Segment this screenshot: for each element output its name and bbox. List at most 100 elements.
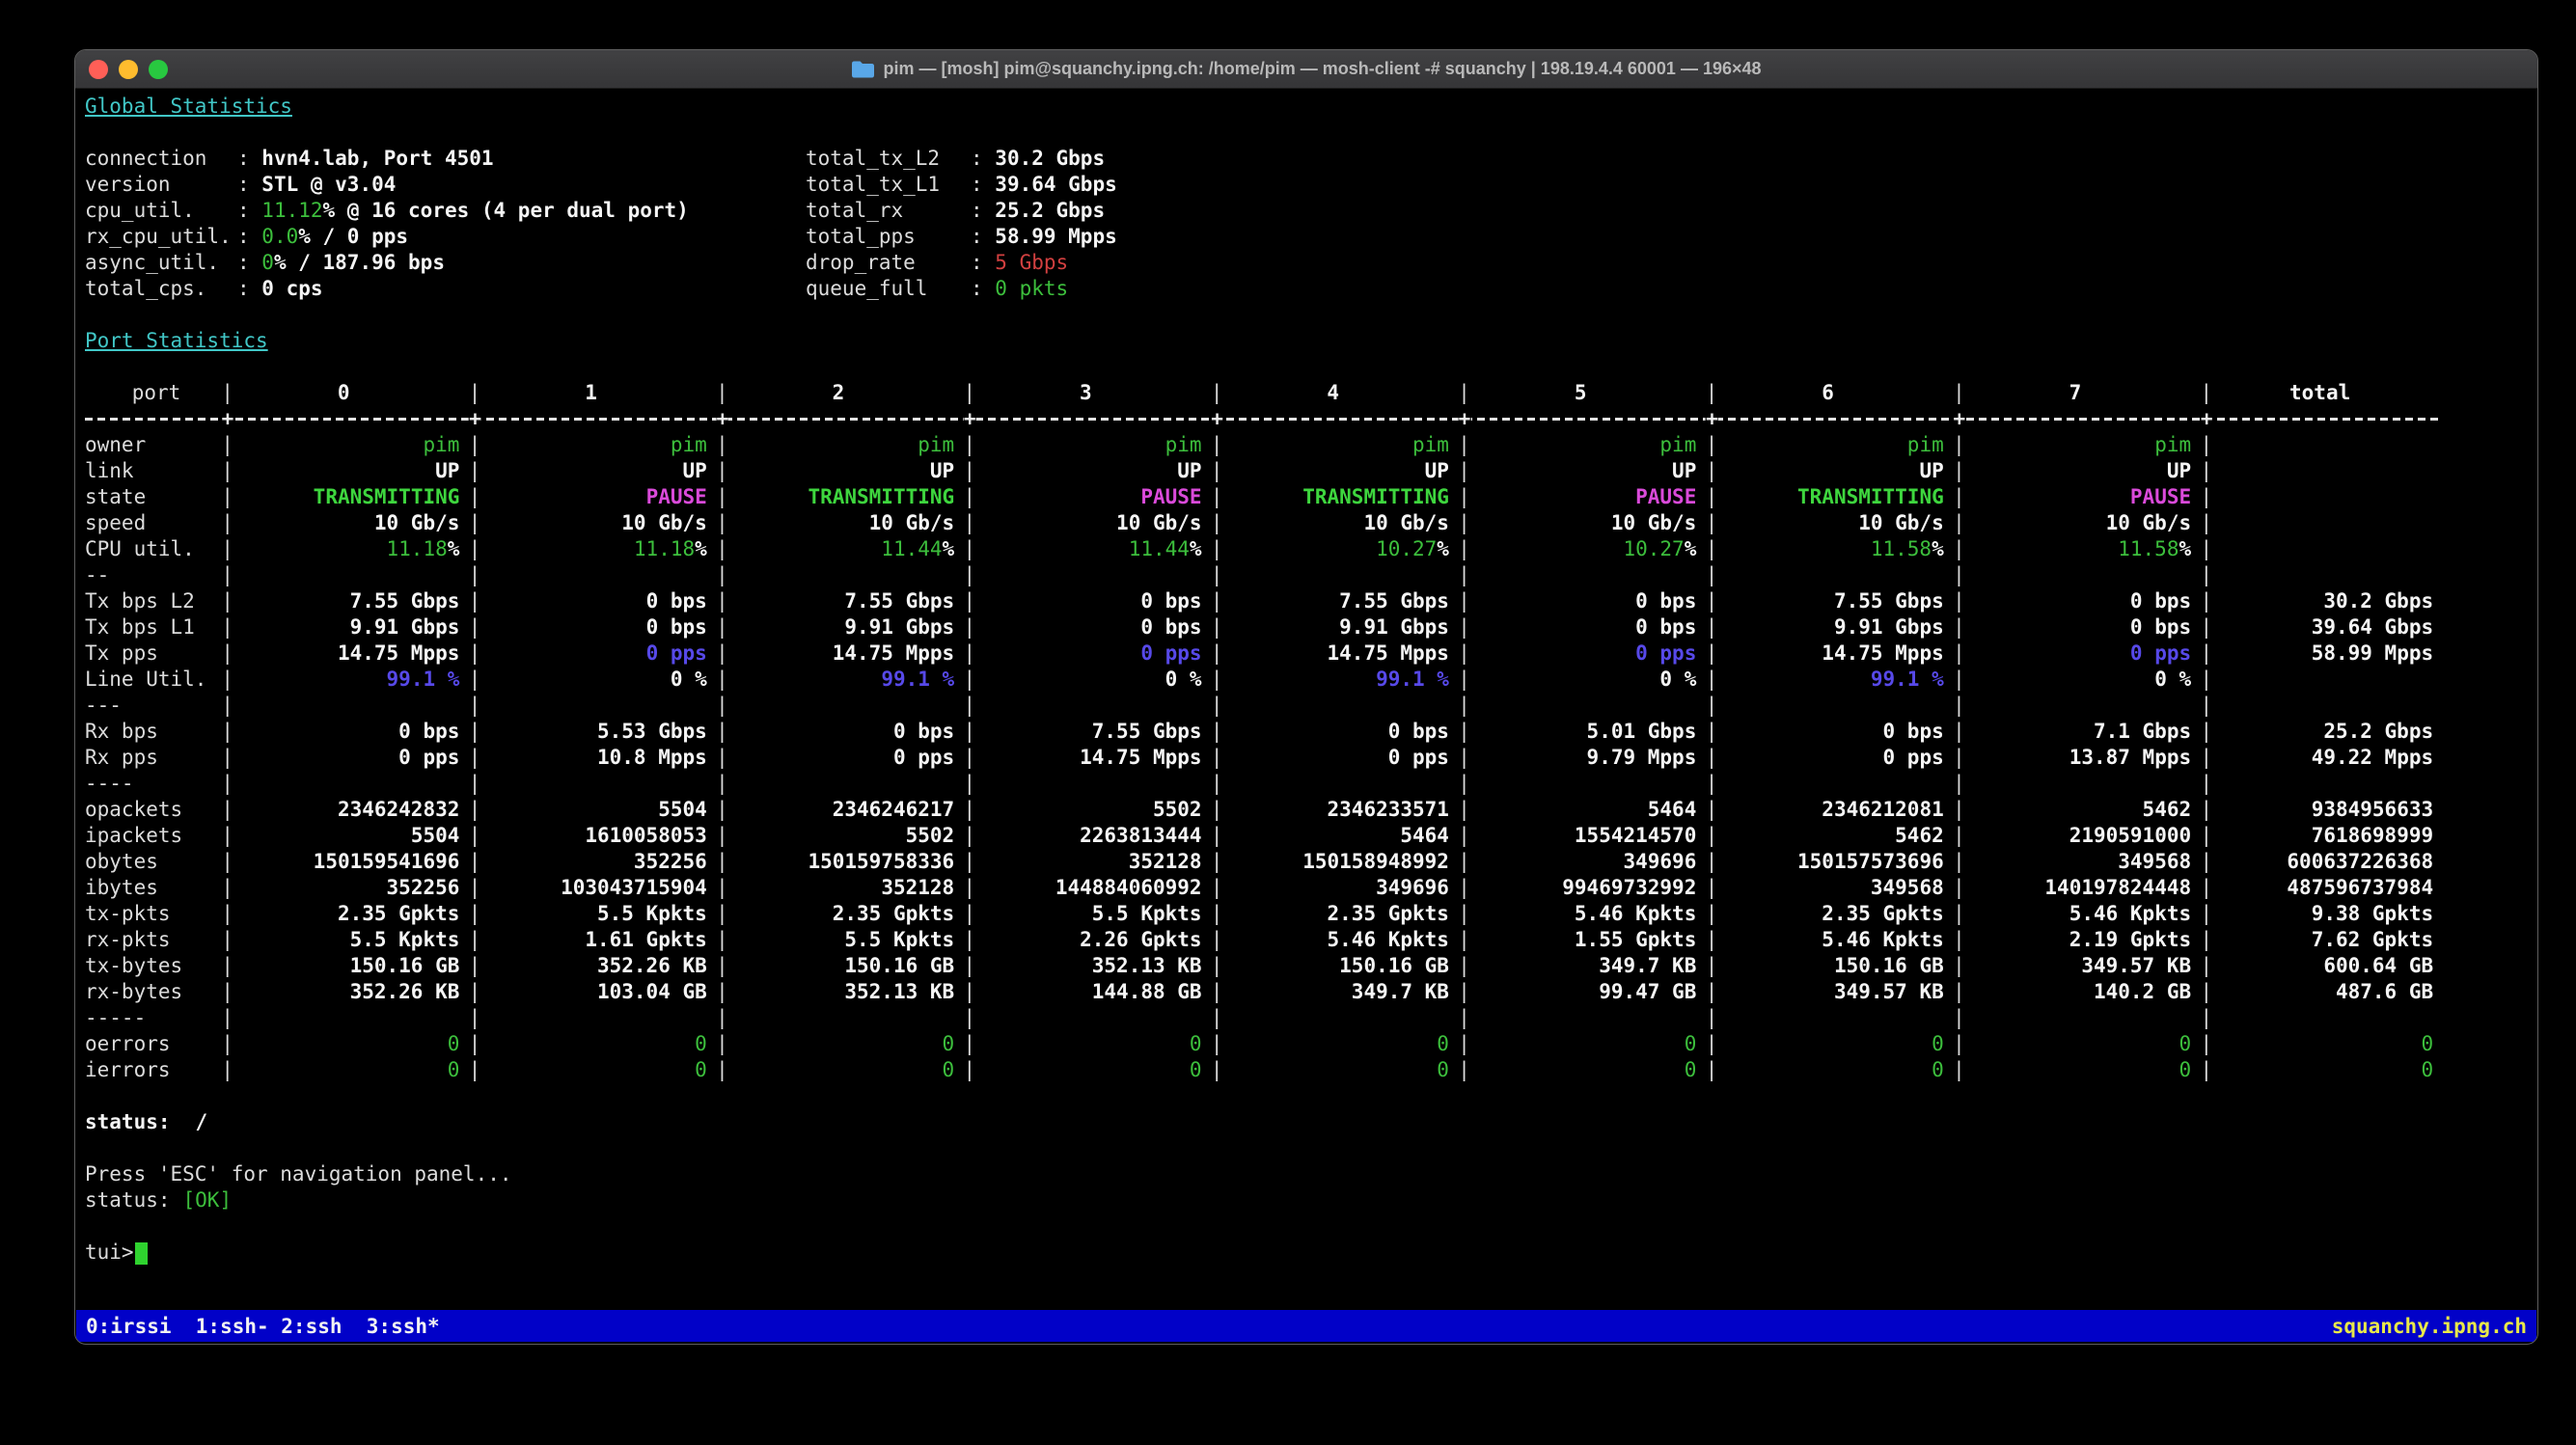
row-label: --- |: [85, 694, 233, 717]
table-cell-total: [2206, 432, 2525, 458]
minimize-button[interactable]: [119, 59, 138, 79]
table-cell: pim |: [1906, 433, 1965, 456]
status-label: status:: [85, 1188, 171, 1212]
table-cell: 2.35 Gpkts |: [1822, 902, 1965, 925]
table-cell: 349.57 KB |: [2081, 954, 2213, 977]
table-cell: 5.46 Kpkts |: [1574, 902, 1718, 925]
stat-label: cpu_util.: [85, 199, 195, 222]
row-label: tx-bytes |: [85, 954, 233, 977]
table-cell: 352.26 KB |: [596, 954, 728, 977]
row-label: ---- |: [85, 772, 233, 795]
table-cell: UP |: [1672, 459, 1718, 482]
global-stats-heading: Global Statistics: [85, 95, 292, 118]
table-cell: 7.55 Gbps |: [1339, 589, 1470, 613]
table-cell: 9.91 Gbps |: [349, 615, 481, 639]
table-cell: |: [1705, 694, 1718, 717]
row-label: rx-pkts |: [85, 928, 233, 951]
table-cell: 150158948992 |: [1302, 850, 1470, 873]
zoom-button[interactable]: [149, 59, 168, 79]
table-cell: 0 |: [2179, 1032, 2213, 1055]
table-cell: |: [1210, 563, 1223, 586]
table-cell: 99.1 % |: [1870, 668, 1965, 691]
table-cell: |: [963, 1006, 976, 1029]
table-cell: 144884060992 |: [1055, 876, 1223, 899]
table-row: ibytes | 352256 | 103043715904 | 352128 | 144884…: [85, 875, 2537, 901]
table-cell: 0 |: [1437, 1058, 1470, 1081]
table-cell: 2.35 Gpkts |: [337, 902, 481, 925]
table-cell: UP |: [682, 459, 728, 482]
prompt-line[interactable]: tui>: [85, 1240, 2537, 1266]
table-cell: 0 pps |: [1635, 641, 1718, 665]
table-cell: 0 bps |: [645, 589, 728, 613]
table-cell: 140197824448 |: [2044, 876, 2213, 899]
table-cell: 0 |: [1932, 1058, 1965, 1081]
row-label: owner |: [85, 433, 233, 456]
table-cell-total: 0: [2421, 1058, 2434, 1081]
table-cell: 1.61 Gpkts |: [585, 928, 728, 951]
titlebar[interactable]: pim — [mosh] pim@squanchy.ipng.ch: /home…: [75, 50, 2537, 89]
table-cell: 349696 |: [1376, 876, 1470, 899]
row-label: Line Util. |: [85, 668, 233, 691]
stat-label: drop_rate: [806, 251, 916, 274]
table-cell: 0 |: [2179, 1058, 2213, 1081]
table-cell: |: [716, 563, 728, 586]
table-row: CPU util. | 11.18% | 11.18% | 11.44% | 11.44% | 10…: [85, 536, 2537, 562]
table-cell: 14.75 Mpps |: [1822, 641, 1965, 665]
terminal-window: pim — [mosh] pim@squanchy.ipng.ch: /home…: [74, 49, 2538, 1345]
row-label: rx-bytes |: [85, 980, 233, 1003]
row-label: state |: [85, 485, 233, 508]
table-cell: 10.27% |: [1376, 537, 1470, 560]
table-cell: |: [1458, 1006, 1470, 1029]
table-cell: TRANSMITTING |: [313, 485, 481, 508]
table-cell: 103043715904 |: [561, 876, 728, 899]
table-cell: 0 bps |: [2129, 615, 2213, 639]
table-cell: 14.75 Mpps |: [1080, 746, 1223, 769]
table-cell: 2.35 Gpkts |: [1327, 902, 1470, 925]
table-cell: 0 bps |: [1140, 589, 1223, 613]
table-cell: 150159758336 |: [808, 850, 976, 873]
table-cell: 7.1 Gbps |: [2093, 720, 2213, 743]
stat-label: total_cps.: [85, 277, 207, 300]
stat-line: rx_cpu_util.: 0.0% / 0 pps total_pps: 58.…: [85, 224, 2537, 250]
table-cell: 5.5 Kpkts |: [596, 902, 728, 925]
close-button[interactable]: [89, 59, 108, 79]
table-cell: |: [1953, 563, 1965, 586]
terminal-screen[interactable]: Global Statistics connection: hvn4.lab, …: [75, 89, 2537, 1344]
table-cell-total: 487.6 GB: [2335, 980, 2434, 1003]
table-cell-total: [2206, 667, 2525, 693]
stat-value-group: drop_rate: 5 Gbps: [806, 251, 1069, 274]
table-cell: 11.18% |: [633, 537, 728, 560]
row-label: -- |: [85, 563, 233, 586]
table-cell-total: [2206, 771, 2525, 797]
stat-label: queue_full: [806, 277, 928, 300]
port-header-6: 6 |: [1822, 381, 1965, 404]
row-label: tx-pkts |: [85, 902, 233, 925]
table-cell: 0 bps |: [1635, 615, 1718, 639]
table-cell: 9.91 Gbps |: [1833, 615, 1965, 639]
table-cell: 0 |: [447, 1032, 481, 1055]
table-cell-total: 30.2 Gbps: [2323, 589, 2434, 613]
table-cell: |: [1210, 694, 1223, 717]
table-cell: TRANSMITTING |: [808, 485, 976, 508]
table-cell-total: [2206, 693, 2525, 719]
table-cell: 0 |: [447, 1058, 481, 1081]
tmux-windows-list[interactable]: 0:irssi 1:ssh- 2:ssh 3:ssh*: [86, 1314, 440, 1338]
table-cell: 1554214570 |: [1574, 824, 1718, 847]
table-cell: 0 % |: [1165, 668, 1223, 691]
stat-line: total_cps.: 0 cps queue_full: 0 pkts: [85, 276, 2537, 302]
table-header-row: port | 0 | 1 | 2 | 3 | 4 | 5 | 6 | 7 | total: [85, 380, 2537, 406]
table-cell: 0 % |: [670, 668, 728, 691]
table-cell: |: [716, 1006, 728, 1029]
stat-label: total_tx_L1: [806, 173, 941, 196]
table-cell-total: 25.2 Gbps: [2323, 720, 2434, 743]
table-cell: pim |: [670, 433, 728, 456]
table-cell: 0 |: [1189, 1058, 1223, 1081]
row-label: ----- |: [85, 1006, 233, 1029]
table-row: tx-pkts | 2.35 Gpkts | 5.5 Kpkts | 2.35 Gpkts |…: [85, 901, 2537, 927]
table-cell: 2346242832 |: [337, 798, 481, 821]
table-cell: 5.46 Kpkts |: [2069, 902, 2213, 925]
stat-label: async_util.: [85, 251, 220, 274]
table-cell: 349568 |: [1870, 876, 1965, 899]
table-cell: 0 pps |: [398, 746, 481, 769]
table-cell: 9.79 Mpps |: [1586, 746, 1718, 769]
